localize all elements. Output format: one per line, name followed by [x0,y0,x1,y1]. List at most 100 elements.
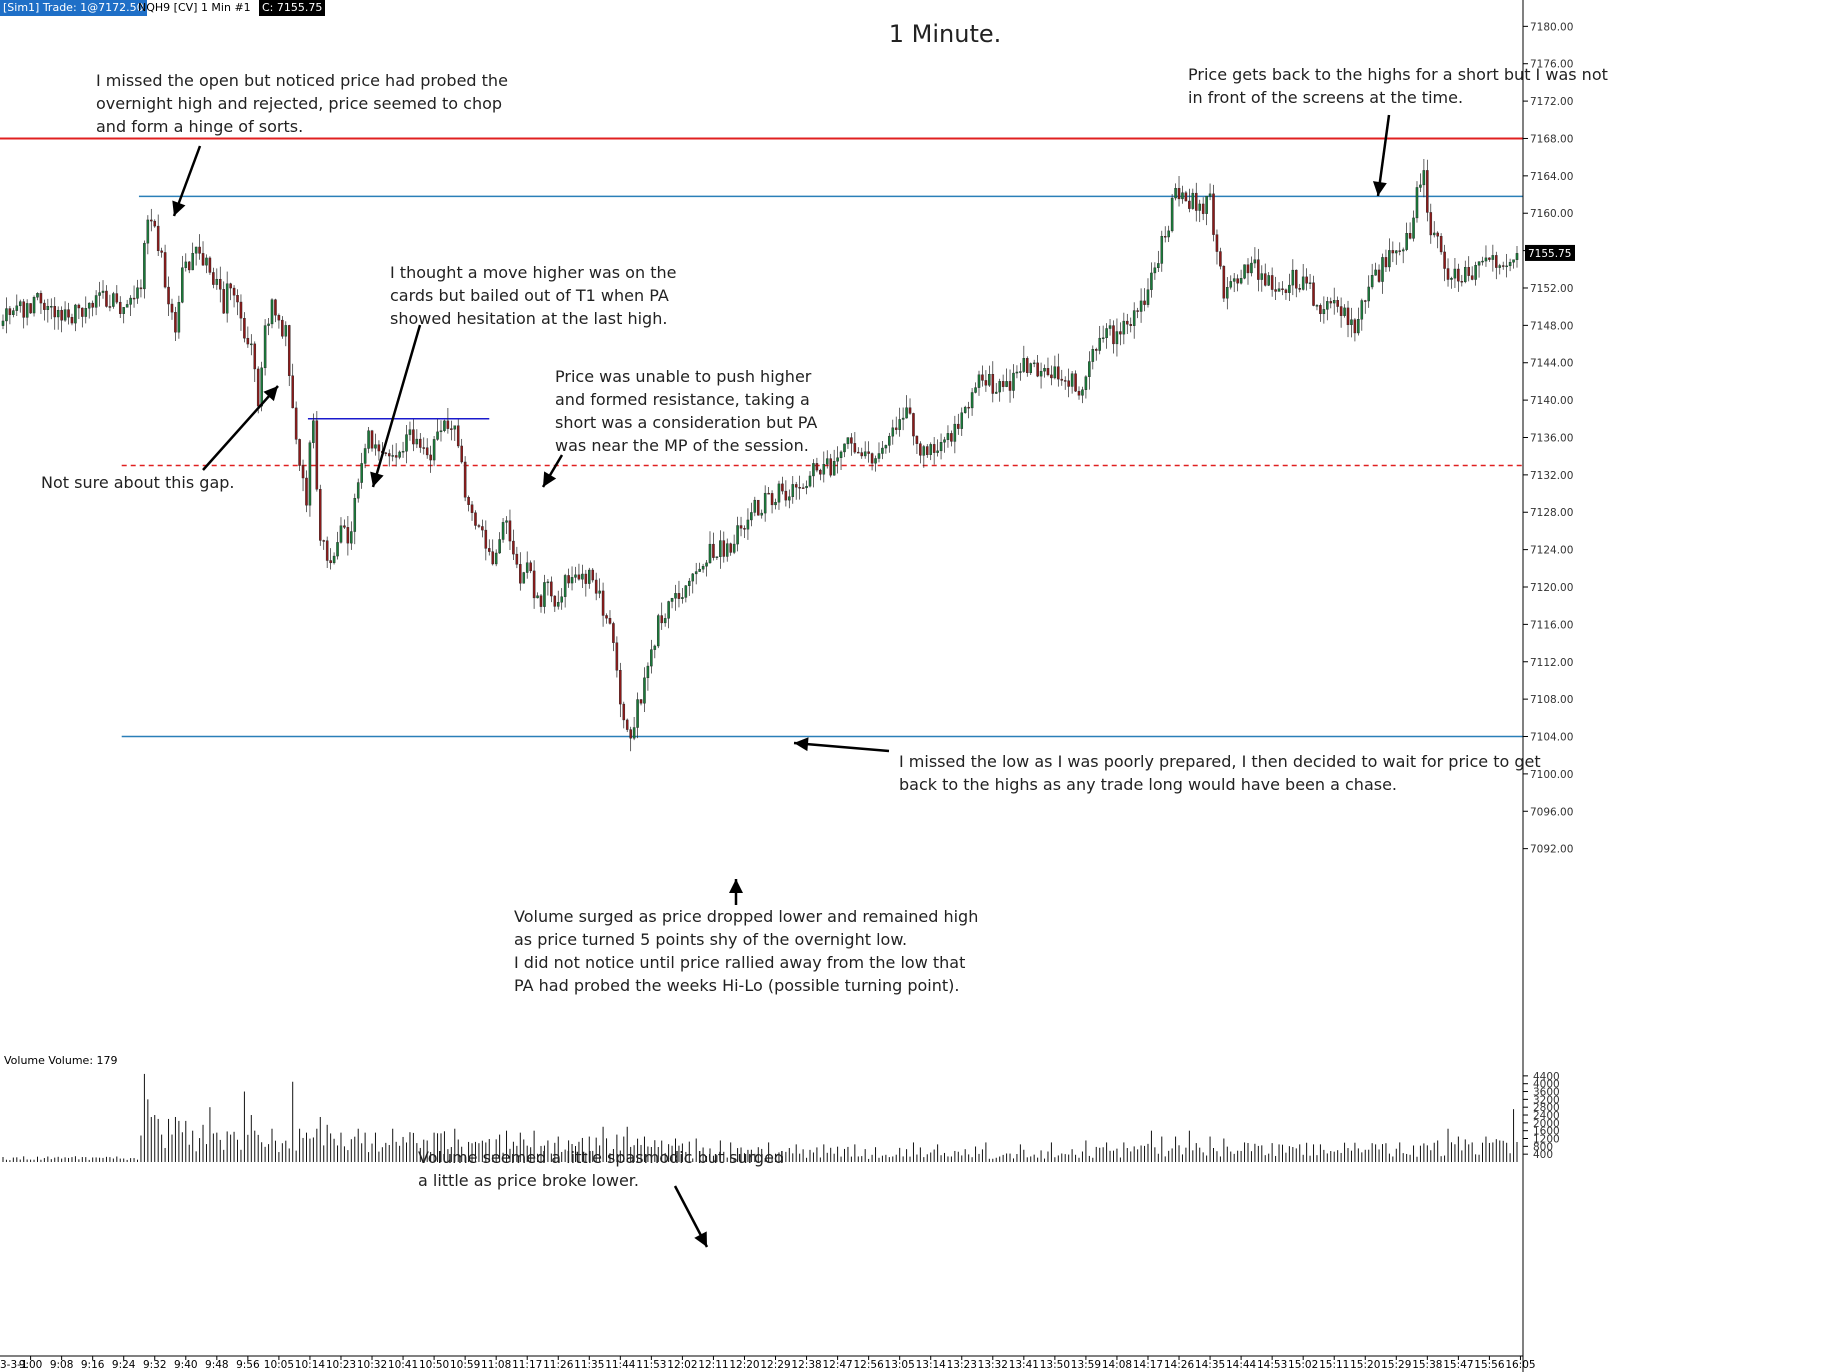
price-tick-label: 7140.00 [1530,395,1573,407]
candle-body [591,569,595,581]
time-tick-label: 12:47 [822,1359,852,1371]
candle-body [339,525,343,543]
candle-body [715,556,719,558]
candle-body [529,562,532,572]
candle-body [274,299,277,316]
candle-body [1443,251,1446,269]
candle-body [377,444,381,452]
candle-body [291,375,294,409]
candle-body [825,458,829,465]
candle-body [229,283,232,289]
candle-body [22,301,25,318]
candle-body [812,463,815,477]
time-tick-label: 15:20 [1350,1359,1380,1371]
candle-body [1153,267,1157,274]
candle-body [1150,272,1153,290]
candle-body [118,301,122,314]
candle-body [356,482,360,499]
candle-body [436,431,439,440]
candle-body [419,438,422,448]
annotation-text: Price was unable to push higher [555,367,812,386]
candle-body [222,289,225,314]
time-tick-label: 13:23 [947,1359,977,1371]
candle-body [1353,319,1357,334]
candle-body [1477,261,1481,266]
candle-body [401,451,405,453]
candle-body [1301,276,1305,290]
candle-body [708,543,712,564]
candle-body [1367,286,1370,302]
candle-body [1143,300,1146,305]
price-tick-label: 7096.00 [1530,806,1573,818]
candle-body [53,306,57,318]
candle-body [550,581,553,597]
candle-body [1467,267,1470,276]
candle-body [391,455,394,457]
sim-trade-label[interactable]: [Sim1] Trade: 1@7172.50 [0,0,147,16]
candle-body [187,261,191,271]
candle-body [143,242,146,290]
candle-body [767,492,770,495]
candle-body [794,484,798,488]
candle-body [112,293,115,307]
candle-body [36,293,39,298]
candle-body [81,307,84,317]
candle-body [325,540,329,561]
candle-body [1181,192,1184,200]
candle-body [1246,264,1250,274]
candle-body [167,286,170,305]
candle-body [329,560,332,564]
candle-body [1108,325,1112,329]
candle-body [1194,192,1198,211]
candle-body [650,649,653,667]
candle-body [581,573,584,580]
candle-body [508,520,512,542]
candle-body [60,309,63,321]
candle-body [1495,255,1498,268]
candle-body [829,458,832,476]
candle-body [1363,300,1367,302]
candle-body [1184,192,1188,202]
price-tick-label: 7132.00 [1530,470,1573,482]
candle-body [1339,306,1343,316]
candle-body [1205,195,1208,214]
candle-body [798,487,801,489]
candle-body [563,575,567,597]
price-tick-label: 7104.00 [1530,732,1573,744]
candle-body [1426,170,1429,213]
time-tick-label: 10:23 [326,1359,356,1371]
candle-body [1308,282,1312,284]
candle-body [415,438,419,445]
candle-body [1505,265,1508,268]
candle-body [1081,389,1084,396]
annotation-text: Not sure about this gap. [41,473,234,492]
candle-body [770,493,774,506]
candle-body [1105,328,1108,339]
annotation-text: I did not notice until price rallied awa… [514,953,965,972]
candle-body [863,451,867,457]
candle-body [1329,301,1333,304]
price-tick-label: 7092.00 [1530,844,1573,856]
candle-body [491,551,494,565]
candle-body [29,303,32,314]
candle-body [239,301,243,319]
candle-body [1208,193,1212,197]
annotation-text: Volume seemed a little spasmodic but sur… [418,1148,784,1167]
annotation-text: overnight high and rejected, price seeme… [96,94,502,113]
candle-body [663,618,667,624]
candle-body [836,457,839,462]
candle-body [322,540,326,542]
candle-body [1001,381,1005,387]
candle-body [808,475,812,487]
candle-body [336,542,339,557]
candle-body [891,427,895,437]
candle-body [1067,380,1070,387]
candle-body [363,448,367,464]
candle-body [532,570,536,599]
candle-body [12,310,15,315]
candle-body [101,290,105,293]
candle-body [688,580,691,586]
candle-body [174,312,177,333]
